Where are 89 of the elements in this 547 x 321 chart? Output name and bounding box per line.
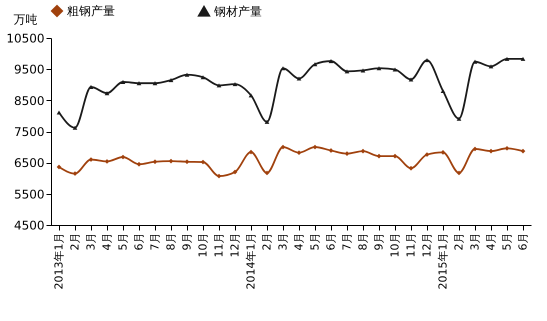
x-tick-label: 2013年1月 bbox=[52, 232, 66, 290]
point bbox=[248, 93, 254, 98]
x-tick-label: 8月 bbox=[356, 232, 370, 250]
point bbox=[328, 59, 334, 64]
point bbox=[200, 75, 206, 80]
point bbox=[424, 152, 430, 157]
x-tick-label: 12月 bbox=[420, 232, 434, 258]
x-tick-label: 5月 bbox=[308, 232, 322, 250]
point bbox=[488, 64, 494, 68]
x-tick-label: 4月 bbox=[292, 232, 306, 250]
point bbox=[88, 157, 94, 162]
x-tick-label: 3月 bbox=[468, 232, 482, 250]
y-tick-label: 4500 bbox=[14, 218, 44, 232]
y-tick-label: 6500 bbox=[14, 156, 44, 170]
point bbox=[232, 82, 238, 86]
x-tick-label: 7月 bbox=[340, 232, 354, 250]
point bbox=[248, 150, 254, 154]
x-tick-label: 9月 bbox=[372, 232, 386, 250]
point bbox=[168, 78, 174, 82]
x-tick-label: 10月 bbox=[388, 232, 402, 258]
point bbox=[296, 150, 302, 156]
y-tick-label: 9500 bbox=[14, 62, 44, 77]
x-tick-label: 10月 bbox=[196, 232, 210, 258]
point bbox=[472, 146, 478, 152]
point bbox=[456, 170, 462, 176]
point bbox=[520, 56, 526, 61]
point bbox=[216, 174, 222, 178]
point bbox=[72, 126, 78, 130]
point bbox=[344, 151, 350, 156]
point bbox=[488, 148, 494, 154]
point bbox=[344, 69, 350, 74]
point bbox=[520, 148, 526, 154]
x-tick-label: 5月 bbox=[116, 232, 130, 250]
x-tick-label: 2月 bbox=[68, 232, 82, 250]
point bbox=[440, 88, 446, 94]
x-tick-label: 6月 bbox=[324, 232, 338, 250]
point bbox=[392, 154, 398, 158]
x-tick-label: 4月 bbox=[484, 232, 498, 250]
point bbox=[120, 154, 126, 160]
point bbox=[440, 150, 446, 155]
x-tick-label: 4月 bbox=[100, 232, 114, 250]
x-tick-label: 2014年1月 bbox=[244, 232, 258, 290]
point bbox=[216, 83, 222, 88]
point bbox=[456, 116, 462, 121]
point bbox=[200, 160, 206, 164]
point bbox=[296, 76, 302, 81]
y-tick-label: 10500 bbox=[6, 32, 44, 46]
legend-label: 钢材产量 bbox=[213, 4, 262, 18]
point bbox=[104, 159, 110, 164]
y-tick-label: 8500 bbox=[14, 94, 44, 108]
point bbox=[72, 171, 78, 176]
y-axis-title: 万吨 bbox=[14, 12, 38, 26]
point bbox=[184, 72, 190, 77]
point bbox=[360, 68, 366, 72]
point bbox=[264, 120, 270, 124]
point bbox=[168, 158, 174, 164]
point bbox=[504, 56, 510, 61]
point bbox=[312, 144, 318, 150]
x-tick-label: 11月 bbox=[212, 232, 226, 258]
point bbox=[280, 144, 286, 150]
x-tick-label: 9月 bbox=[180, 232, 194, 250]
x-tick-label: 3月 bbox=[276, 232, 290, 250]
x-tick-label: 6月 bbox=[132, 232, 146, 250]
point bbox=[408, 77, 414, 82]
point bbox=[360, 148, 366, 154]
x-tick-label: 12月 bbox=[228, 232, 242, 258]
point bbox=[328, 148, 334, 153]
x-tick-label: 7月 bbox=[148, 232, 162, 250]
point bbox=[376, 66, 382, 70]
x-tick-label: 5月 bbox=[500, 232, 514, 250]
x-tick-label: 3月 bbox=[84, 232, 98, 250]
point bbox=[56, 110, 62, 115]
x-tick-label: 11月 bbox=[404, 232, 418, 258]
point bbox=[232, 170, 238, 174]
x-tick-label: 2月 bbox=[260, 232, 274, 250]
x-tick-label: 8月 bbox=[164, 232, 178, 250]
y-tick-label: 5500 bbox=[14, 187, 44, 202]
point bbox=[264, 170, 270, 176]
x-tick-label: 2月 bbox=[452, 232, 466, 250]
point bbox=[120, 80, 126, 84]
legend-label: 粗钢产量 bbox=[67, 4, 115, 18]
y-tick-label: 7500 bbox=[14, 125, 44, 139]
point bbox=[56, 164, 62, 170]
point bbox=[376, 154, 382, 158]
x-tick-label: 6月 bbox=[516, 232, 530, 250]
point bbox=[408, 166, 414, 171]
x-tick-label: 2015年1月 bbox=[436, 232, 450, 290]
point bbox=[392, 67, 398, 72]
point bbox=[424, 58, 430, 62]
